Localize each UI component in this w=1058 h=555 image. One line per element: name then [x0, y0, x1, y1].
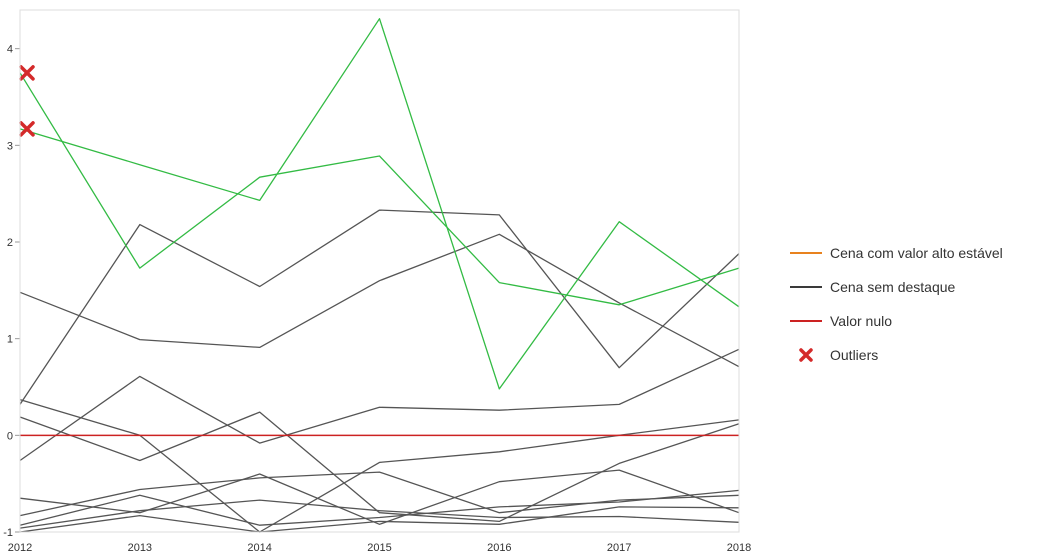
legend-swatch: [790, 252, 822, 254]
legend-label: Cena com valor alto estável: [830, 245, 1003, 261]
series-line-11: [19, 499, 740, 529]
legend-item: Valor nulo: [790, 304, 1003, 338]
y-tick-label: 2: [7, 237, 13, 249]
legend-label: Outliers: [830, 347, 879, 363]
series-line-8: [19, 469, 740, 525]
outlier-markers: [19, 65, 35, 137]
y-tick-label: 1: [7, 334, 13, 346]
y-tick-label: -1: [3, 527, 13, 539]
series-line-5: [19, 348, 740, 462]
x-tick-label: 2018: [727, 542, 751, 554]
legend-item: Outliers: [790, 338, 1003, 372]
series-line-10: [19, 489, 740, 526]
x-tick-label: 2012: [8, 542, 32, 554]
legend-item: Cena sem destaque: [790, 270, 1003, 304]
series-line-4: [19, 209, 740, 405]
x-tick-label: 2017: [607, 542, 631, 554]
x-marker-icon: [790, 348, 822, 362]
series-line-2: [19, 18, 740, 390]
x-tick-label: 2014: [247, 542, 271, 554]
y-tick-label: 0: [7, 430, 13, 442]
series-lines: [19, 18, 740, 533]
x-axis-ticks: 2012 2013 2014 2015 2016 2017 2018: [8, 542, 751, 554]
legend: Cena com valor alto estável Cena sem dest…: [790, 236, 1003, 372]
legend-label: Cena sem destaque: [830, 279, 956, 295]
series-line-1: [19, 72, 740, 306]
series-line-7: [19, 411, 740, 523]
series-line-12: [19, 506, 740, 533]
legend-swatch: [790, 320, 822, 322]
legend-swatch: [790, 286, 822, 288]
x-tick-label: 2016: [487, 542, 511, 554]
y-tick-label: 4: [7, 44, 13, 56]
y-tick-label: 3: [7, 140, 13, 152]
outlier-marker: [19, 65, 35, 81]
x-tick-label: 2015: [367, 542, 391, 554]
plot-frame: [19, 9, 740, 533]
x-tick-label: 2013: [128, 542, 152, 554]
legend-label: Valor nulo: [830, 313, 893, 329]
series-line-3: [19, 233, 740, 368]
series-line-9: [19, 471, 740, 517]
outlier-marker: [19, 121, 35, 137]
legend-item: Cena com valor alto estável: [790, 236, 1003, 270]
y-axis-ticks: -1 0 1 2 3 4: [3, 44, 20, 539]
